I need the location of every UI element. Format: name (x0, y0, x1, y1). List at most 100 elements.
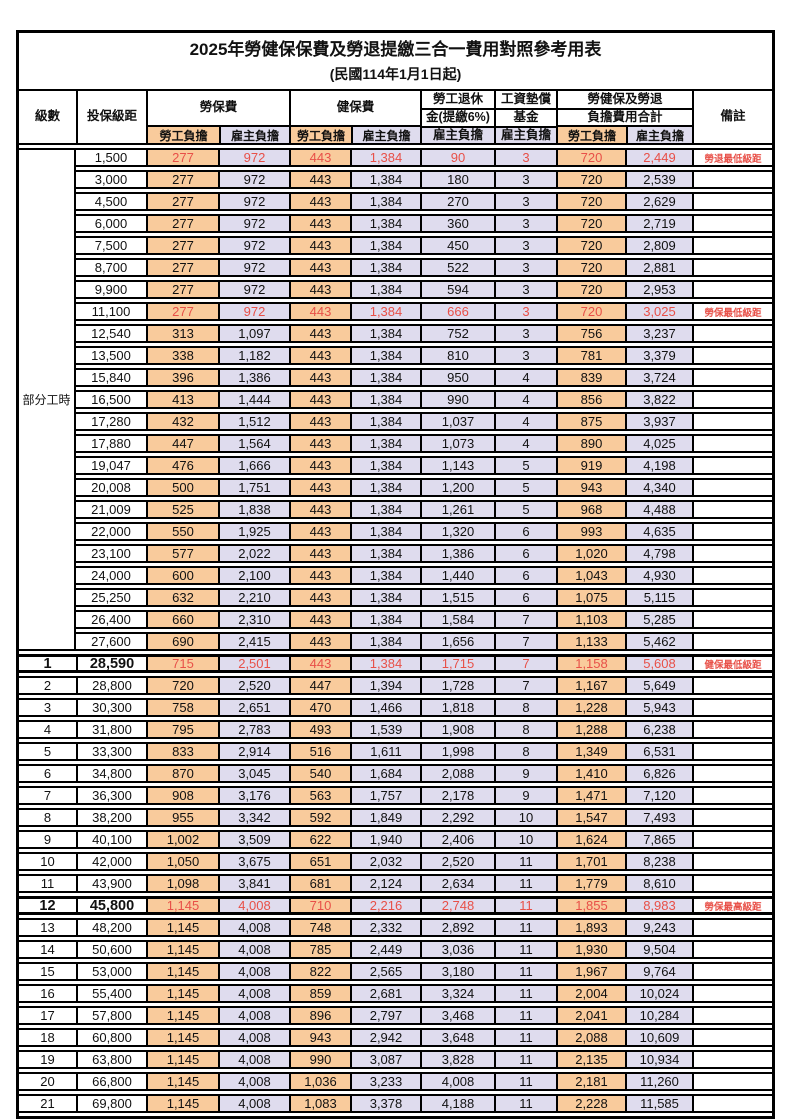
cell-total-employee: 720 (556, 236, 625, 255)
cell-pension-employer: 1,386 (420, 544, 494, 563)
table-row: 23,100 577 2,022 443 1,384 1,386 6 1,020 4,798 (76, 544, 772, 563)
cell-salary: 30,300 (76, 698, 146, 717)
cell-total-employer: 10,609 (625, 1028, 692, 1047)
cell-labor-employee: 1,002 (146, 830, 218, 849)
cell-labor-employee: 432 (146, 412, 218, 431)
cell-pension-employer: 1,037 (420, 412, 494, 431)
cell-pension-employer: 752 (420, 324, 494, 343)
cell-total-employee: 2,181 (556, 1072, 625, 1091)
cell-health-employer: 2,124 (350, 874, 420, 893)
cell-pension-employer: 594 (420, 280, 494, 299)
cell-level: 20 (19, 1072, 76, 1091)
table-row: 16,500 413 1,444 443 1,384 990 4 856 3,822 (76, 390, 772, 409)
cell-total-employee: 1,930 (556, 940, 625, 959)
cell-pension-employer: 3,324 (420, 984, 494, 1003)
cell-total-employee: 919 (556, 456, 625, 475)
cell-wage-fund-employer: 11 (494, 940, 556, 959)
cell-level: 7 (19, 786, 76, 805)
table-row: 12 45,800 1,145 4,008 710 2,216 2,748 11 1,855 8,… (19, 896, 772, 915)
cell-remark (692, 566, 772, 585)
cell-health-employee: 748 (289, 918, 350, 937)
labor-employer-header: 雇主負擔 (218, 127, 289, 143)
health-employer-header: 雇主負擔 (351, 127, 420, 143)
table-row: 25,250 632 2,210 443 1,384 1,515 6 1,075 5,115 (76, 588, 772, 607)
cell-salary: 66,800 (76, 1072, 146, 1091)
cell-salary: 4,500 (76, 192, 146, 211)
cell-pension-employer: 2,178 (420, 786, 494, 805)
cell-remark (692, 962, 772, 981)
cell-health-employer: 1,384 (350, 170, 420, 189)
cell-labor-employer: 3,176 (218, 786, 289, 805)
cell-total-employee: 1,410 (556, 764, 625, 783)
health-employee-header: 勞工負擔 (291, 127, 352, 143)
cell-pension-employer: 3,828 (420, 1050, 494, 1069)
cell-total-employer: 4,340 (625, 478, 692, 497)
cell-remark (692, 170, 772, 189)
cell-labor-employee: 338 (146, 346, 218, 365)
cell-health-employer: 1,384 (350, 654, 420, 673)
cell-labor-employee: 277 (146, 258, 218, 277)
cell-labor-employee: 1,145 (146, 918, 218, 937)
cell-pension-employer: 990 (420, 390, 494, 409)
cell-total-employer: 8,238 (625, 852, 692, 871)
cell-labor-employer: 1,751 (218, 478, 289, 497)
cell-labor-employer: 2,520 (218, 676, 289, 695)
cell-level: 19 (19, 1050, 76, 1069)
cell-remark (692, 918, 772, 937)
cell-remark (692, 984, 772, 1003)
cell-wage-fund-employer: 11 (494, 874, 556, 893)
cell-total-employer: 10,024 (625, 984, 692, 1003)
cell-pension-employer: 810 (420, 346, 494, 365)
cell-wage-fund-employer: 3 (494, 324, 556, 343)
cell-wage-fund-employer: 6 (494, 522, 556, 541)
table-row: 12,540 313 1,097 443 1,384 752 3 756 3,237 (76, 324, 772, 343)
cell-labor-employer: 1,666 (218, 456, 289, 475)
cell-salary: 16,500 (76, 390, 146, 409)
cell-total-employee: 1,349 (556, 742, 625, 761)
table-row: 6 34,800 870 3,045 540 1,684 2,088 9 1,410 6,826 (19, 764, 772, 783)
cell-wage-fund-employer: 4 (494, 368, 556, 387)
cell-total-employee: 2,088 (556, 1028, 625, 1047)
cell-labor-employee: 1,098 (146, 874, 218, 893)
column-group-pension: 勞工退休 金(提繳6%) 雇主負擔 (420, 91, 494, 143)
cell-health-employer: 1,384 (350, 192, 420, 211)
cell-salary: 3,000 (76, 170, 146, 189)
cell-salary: 27,600 (76, 632, 146, 651)
cell-salary: 60,800 (76, 1028, 146, 1047)
table-row: 19 63,800 1,145 4,008 990 3,087 3,828 11 2,135 10… (19, 1050, 772, 1069)
cell-health-employee: 443 (289, 170, 350, 189)
cell-labor-employer: 2,022 (218, 544, 289, 563)
cell-wage-fund-employer: 11 (494, 896, 556, 915)
cell-total-employer: 6,238 (625, 720, 692, 739)
cell-total-employee: 1,288 (556, 720, 625, 739)
cell-wage-fund-employer: 11 (494, 984, 556, 1003)
cell-wage-fund-employer: 4 (494, 434, 556, 453)
cell-labor-employer: 4,008 (218, 940, 289, 959)
cell-remark (692, 280, 772, 299)
column-header-level: 級數 (34, 109, 60, 124)
cell-health-employee: 443 (289, 544, 350, 563)
cell-health-employer: 1,384 (350, 610, 420, 629)
cell-remark (692, 808, 772, 827)
cell-health-employer: 1,384 (350, 412, 420, 431)
cell-health-employer: 1,384 (350, 368, 420, 387)
cell-labor-employer: 4,008 (218, 1072, 289, 1091)
cell-health-employee: 622 (289, 830, 350, 849)
cell-health-employee: 443 (289, 500, 350, 519)
cell-wage-fund-employer: 4 (494, 390, 556, 409)
cell-wage-fund-employer: 9 (494, 764, 556, 783)
cell-level: 12 (19, 896, 76, 915)
cell-labor-employer: 3,675 (218, 852, 289, 871)
cell-remark (692, 632, 772, 651)
table-row: 13,500 338 1,182 443 1,384 810 3 781 3,379 (76, 346, 772, 365)
cell-health-employee: 859 (289, 984, 350, 1003)
cell-total-employer: 6,826 (625, 764, 692, 783)
table-body: 部分工時 1,500 277 972 443 1,384 90 3 720 2,449 勞退最低級距… (19, 148, 772, 1116)
cell-health-employee: 443 (289, 236, 350, 255)
cell-health-employer: 1,384 (350, 148, 420, 167)
cell-labor-employer: 4,008 (218, 984, 289, 1003)
cell-wage-fund-employer: 11 (494, 1094, 556, 1113)
cell-health-employer: 1,384 (350, 522, 420, 541)
cell-total-employee: 2,228 (556, 1094, 625, 1113)
cell-pension-employer: 1,200 (420, 478, 494, 497)
